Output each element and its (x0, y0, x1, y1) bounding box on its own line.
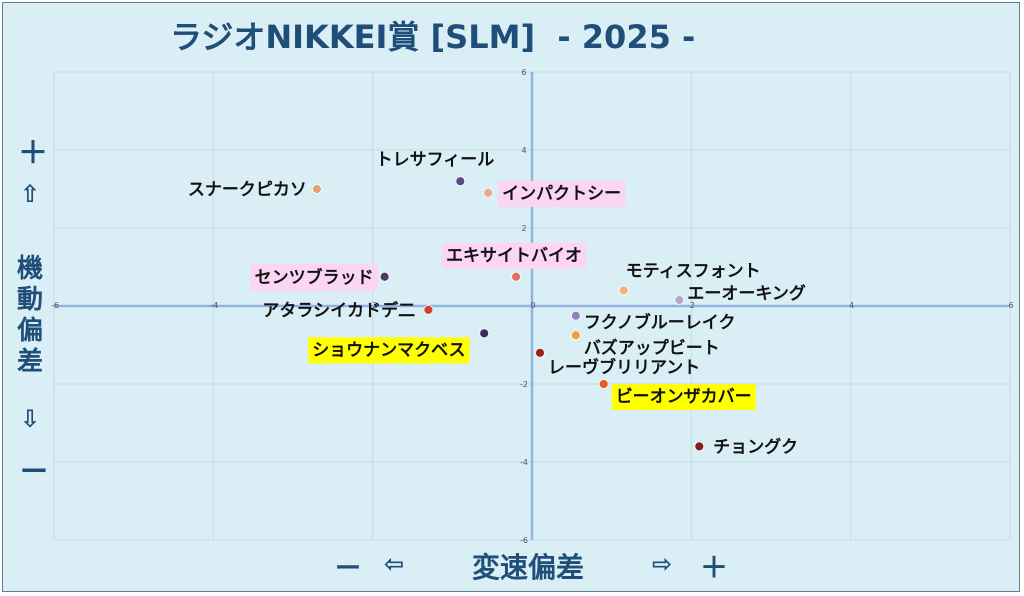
data-point (618, 285, 629, 296)
point-label: バズアップビート (584, 337, 720, 358)
point-label: インパクトシー (502, 184, 621, 204)
point-label: スナークピカソ (188, 180, 307, 200)
point-label-highlight (498, 180, 626, 207)
y-label-char-2: 動 (17, 285, 44, 315)
x-tick-label: -6 (51, 301, 59, 310)
x-left-arrow: ⇦ (384, 550, 405, 578)
data-points (311, 176, 705, 452)
data-point (479, 328, 490, 339)
y-minus-sign: ー (20, 455, 49, 488)
tick-labels: -6 -4 -2 0 2 4 6 6 4 2 -2 -4 -6 (51, 68, 1014, 545)
point-label: モティスフォント (626, 261, 761, 281)
y-label-char-3: 偏 (17, 316, 44, 346)
y-up-arrow: ⇧ (20, 180, 41, 208)
point-label: トレサフィール (376, 150, 495, 170)
y-plus-sign: ＋ (18, 136, 48, 171)
point-label: センツブラッド (255, 267, 374, 288)
point-labels: スナークピカソ トレサフィールインパクトシーエキサイトバイオセンツブラッドアタラシ… (188, 150, 806, 457)
y-label-char-1: 機 (17, 254, 44, 284)
x-plus-sign: ＋ (700, 551, 729, 584)
x-tick-label: 2 (690, 301, 695, 310)
data-point (455, 176, 466, 187)
data-point (674, 295, 685, 306)
data-point (379, 271, 390, 282)
x-minus-sign: ー (335, 554, 362, 584)
x-tick-label: -2 (370, 301, 378, 310)
y-tick-label: 6 (521, 68, 526, 77)
y-label-char-4: 差 (17, 347, 44, 377)
point-label: レーヴブリリアント (548, 357, 700, 378)
x-tick-label: 6 (1008, 301, 1013, 310)
data-point (535, 347, 545, 358)
point-label: ビーオンザカバー (616, 387, 752, 407)
data-point (311, 184, 322, 194)
point-label-highlight (308, 337, 470, 364)
x-tick-label: 0 (530, 301, 535, 310)
data-point (598, 379, 609, 389)
data-point (511, 271, 521, 282)
y-tick-label: -4 (520, 458, 528, 467)
point-label-highlight (442, 242, 587, 269)
data-point (483, 187, 494, 198)
y-tick-label: -6 (520, 536, 528, 545)
x-right-arrow: ⇨ (652, 550, 673, 578)
point-label: ショウナンマクベス (312, 340, 465, 360)
data-point (570, 310, 581, 321)
point-label: フクノブルーレイク (584, 312, 736, 333)
x-tick-label: -4 (210, 301, 218, 310)
point-label: チョングク (713, 436, 798, 457)
x-tick-label: 4 (849, 301, 854, 310)
y-down-arrow: ⇩ (20, 405, 41, 433)
chart-title: ラジオNIKKEI賞 [SLM] - 2025 - (170, 18, 696, 56)
data-point (570, 330, 581, 341)
data-point (694, 441, 705, 452)
data-point (423, 304, 434, 315)
axes (54, 72, 1010, 540)
point-label-highlight (250, 263, 378, 291)
point-label: エーオーキング (687, 283, 806, 304)
y-tick-label: 4 (521, 146, 526, 155)
point-label: アタラシイカドデ二 (262, 300, 415, 321)
y-tick-label: 2 (521, 224, 526, 233)
x-axis-label: 変速偏差 (472, 551, 585, 584)
point-label-highlight (611, 384, 756, 410)
point-label: エキサイトバイオ (446, 246, 582, 266)
y-tick-label: -2 (520, 380, 528, 389)
